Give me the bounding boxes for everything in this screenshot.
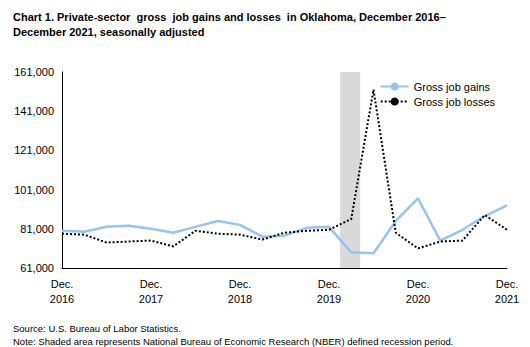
svg-text:2016: 2016 <box>50 293 74 305</box>
svg-text:101,000: 101,000 <box>14 184 54 196</box>
svg-text:2018: 2018 <box>228 293 252 305</box>
svg-text:Dec.: Dec. <box>140 278 163 290</box>
svg-text:Note: Shaded area represents N: Note: Shaded area represents National Bu… <box>13 336 453 347</box>
svg-text:Chart 1. Private-sector gross: Chart 1. Private-sector gross job gains … <box>13 11 446 23</box>
svg-text:2019: 2019 <box>317 293 341 305</box>
svg-text:Dec.: Dec. <box>229 278 252 290</box>
svg-text:2020: 2020 <box>406 293 430 305</box>
svg-text:Dec.: Dec. <box>407 278 430 290</box>
svg-text:2017: 2017 <box>139 293 163 305</box>
svg-text:Gross job gains: Gross job gains <box>414 81 491 93</box>
svg-text:Gross job losses: Gross job losses <box>414 96 496 108</box>
svg-text:161,000: 161,000 <box>14 66 54 78</box>
svg-text:Dec.: Dec. <box>318 278 341 290</box>
svg-text:2021: 2021 <box>495 293 519 305</box>
svg-text:141,000: 141,000 <box>14 105 54 117</box>
svg-text:61,000: 61,000 <box>20 262 54 274</box>
svg-text:December 2021, seasonally adju: December 2021, seasonally adjusted <box>13 26 204 38</box>
svg-text:121,000: 121,000 <box>14 144 54 156</box>
svg-text:Dec.: Dec. <box>51 278 74 290</box>
svg-text:Source: U.S. Bureau of Labor S: Source: U.S. Bureau of Labor Statistics. <box>13 323 181 334</box>
svg-text:81,000: 81,000 <box>20 223 54 235</box>
svg-text:Dec.: Dec. <box>496 278 519 290</box>
